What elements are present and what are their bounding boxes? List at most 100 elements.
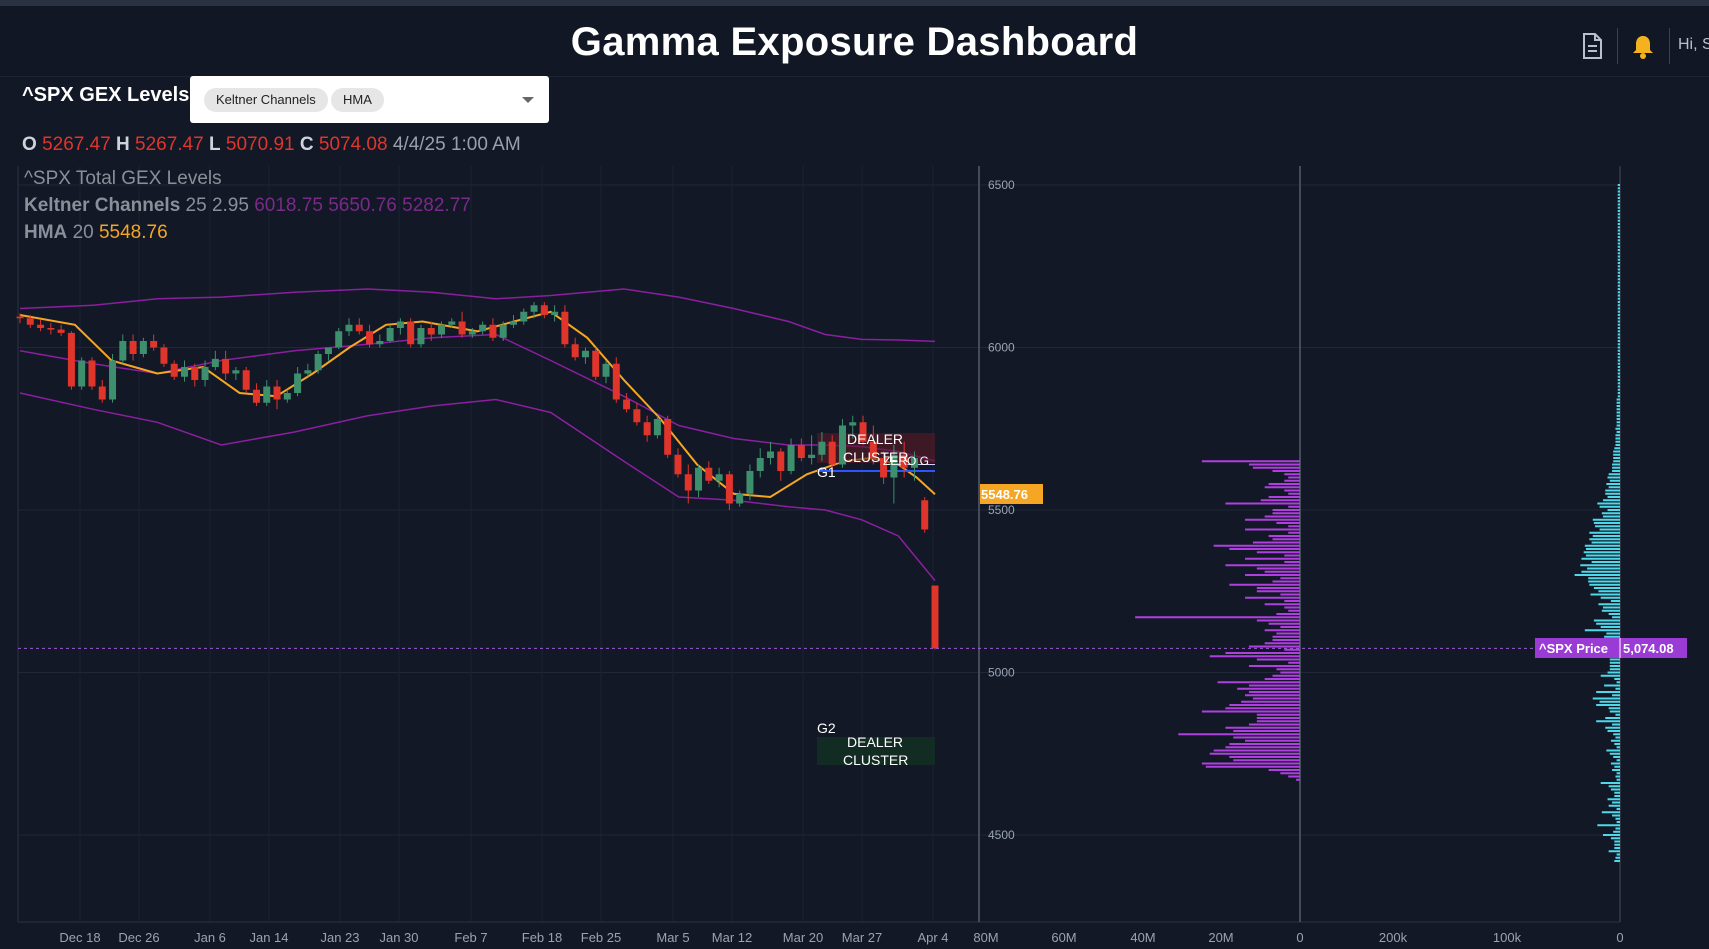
x-tick-label: Mar 5 — [656, 930, 689, 945]
candle-body — [427, 328, 435, 335]
symbol-title: ^SPX GEX Levels — [22, 84, 190, 106]
candle-body — [777, 451, 785, 471]
candle-body — [417, 328, 425, 345]
x-tick-label: Jan 6 — [194, 930, 226, 945]
candle-body — [921, 500, 929, 530]
candle-body — [849, 422, 857, 426]
candle-body — [664, 419, 672, 455]
g1-label: G1 — [817, 464, 836, 480]
dealer-label-upper: DEALER — [847, 431, 903, 447]
x-tick-label: Dec 18 — [59, 930, 100, 945]
candle-body — [376, 341, 384, 345]
candle-body — [695, 467, 703, 491]
header-separator — [1617, 28, 1618, 64]
y-tick-label: 6500 — [988, 178, 1015, 192]
candle-body — [674, 454, 682, 475]
x-tick-label: 80M — [973, 930, 998, 945]
candle-body — [910, 458, 918, 468]
low-label: L — [209, 134, 221, 155]
dealer-label-lower: DEALER — [847, 734, 903, 750]
candle-body — [705, 467, 713, 481]
candle-body — [407, 321, 415, 345]
legend-hma-params: 20 — [72, 222, 94, 243]
candle-body — [509, 321, 517, 325]
low-value: 5070.91 — [225, 134, 295, 155]
candle-body — [767, 451, 775, 458]
candle-body — [396, 321, 404, 328]
chevron-down-icon[interactable] — [522, 97, 534, 103]
candle-body — [787, 445, 795, 471]
candle-body — [468, 331, 476, 335]
x-tick-label: Feb 25 — [581, 930, 621, 945]
zero-g-label: ZERO G — [883, 454, 929, 468]
candle-body — [355, 324, 363, 332]
indicator-select[interactable]: Keltner Channels HMA — [190, 76, 549, 123]
candle-body — [859, 422, 867, 442]
candle-body — [67, 332, 75, 387]
page-title: Gamma Exposure Dashboard — [570, 20, 1139, 64]
candle-body — [458, 321, 466, 335]
open-value: 5267.47 — [42, 134, 111, 155]
close-label: C — [299, 134, 314, 155]
candle-body — [180, 367, 188, 377]
candle-body — [170, 363, 178, 377]
indicator-chip-keltner[interactable]: Keltner Channels — [204, 88, 328, 112]
keltner-middle-line — [19, 333, 936, 462]
candlesticks — [16, 302, 939, 650]
candle-body — [150, 341, 158, 348]
legend-hma-value: 5548.76 — [98, 222, 168, 243]
candle-body — [273, 386, 281, 400]
candle-body — [869, 441, 877, 458]
bar-datetime: 4/4/25 1:00 AM — [392, 134, 521, 155]
x-tick-label: Dec 26 — [118, 930, 159, 945]
document-icon[interactable] — [1577, 30, 1607, 62]
x-tick-label: 20M — [1208, 930, 1233, 945]
gex-bars-cyan — [1574, 184, 1620, 862]
legend-hma: HMA 20 5548.76 — [24, 222, 168, 244]
x-tick-label: Mar 27 — [842, 930, 882, 945]
close-value: 5074.08 — [318, 134, 388, 155]
candle-body — [88, 360, 96, 387]
x-tick-label: 0 — [1296, 930, 1303, 945]
candle-body — [736, 493, 744, 504]
cluster-label-lower: CLUSTER — [843, 752, 908, 768]
x-tick-label: Jan 30 — [379, 930, 418, 945]
open-label: O — [22, 134, 37, 155]
chart-grid — [17, 166, 1621, 923]
x-tick-label: Mar 12 — [712, 930, 752, 945]
hma-value-tag-text: 5548.76 — [981, 487, 1028, 502]
keltner-upper-line — [19, 288, 936, 343]
candle-body — [314, 354, 322, 371]
candle-body — [530, 305, 538, 312]
candle-body — [479, 324, 487, 332]
x-tick-label: 60M — [1051, 930, 1076, 945]
candle-body — [16, 316, 24, 319]
ohlc-readout: O 5267.47 H 5267.47 L 5070.91 C 5074.08 … — [22, 134, 521, 156]
x-tick-label: Apr 4 — [917, 930, 948, 945]
candle-body — [756, 458, 764, 471]
candle-body — [623, 399, 631, 410]
x-tick-label: Mar 20 — [783, 930, 823, 945]
candle-body — [78, 360, 86, 387]
legend-keltner: Keltner Channels 25 2.95 6018.75 5650.76… — [24, 195, 471, 217]
candle-body — [386, 328, 394, 341]
hma-path — [19, 310, 936, 499]
candle-body — [26, 318, 34, 325]
keltner-lower-line — [19, 392, 936, 582]
candle-body — [880, 458, 888, 478]
candle-body — [561, 311, 569, 345]
y-tick-label: 6000 — [988, 341, 1015, 355]
gex-bars-purple — [1135, 460, 1300, 781]
app-header: Gamma Exposure Dashboard Hi, S — [0, 6, 1709, 77]
candle-body — [715, 474, 723, 481]
spx-price-tag-value: 5,074.08 — [1623, 641, 1674, 656]
candle-body — [438, 324, 446, 335]
candle-body — [448, 321, 456, 325]
bell-icon[interactable] — [1628, 30, 1658, 62]
candle-body — [129, 341, 137, 354]
candle-body — [633, 409, 641, 423]
indicator-chip-hma[interactable]: HMA — [331, 88, 384, 112]
y-tick-label: 4500 — [988, 828, 1015, 842]
user-greeting[interactable]: Hi, S — [1678, 36, 1709, 53]
